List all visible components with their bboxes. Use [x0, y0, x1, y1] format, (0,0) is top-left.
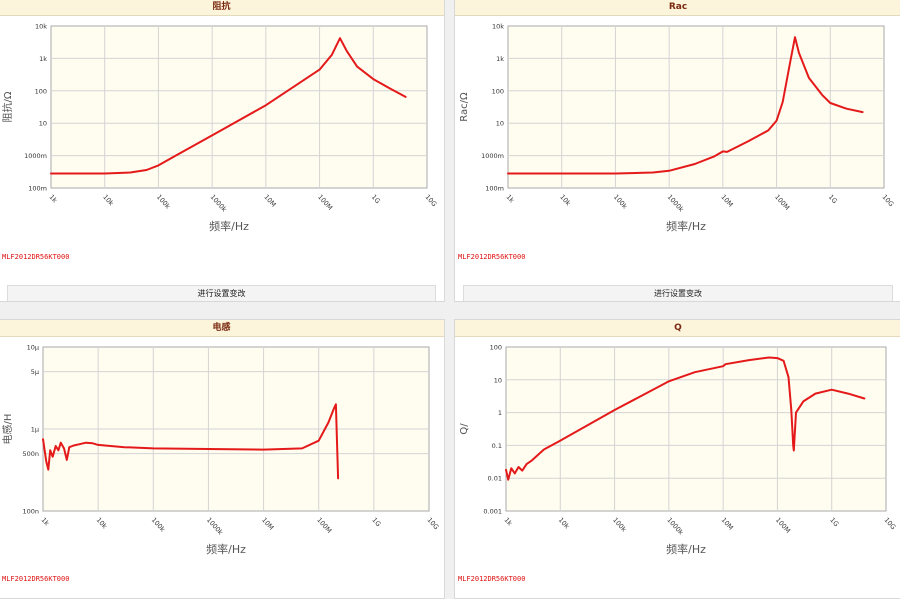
- x-tick-label: 1k: [48, 193, 59, 204]
- y-tick-label: 100n: [22, 508, 39, 516]
- x-tick-label: 1G: [370, 516, 382, 528]
- rac-chart: 1k 10k 100k 1000k 10M 100M 1G 10G 100m 1000m 10 100…: [459, 23, 896, 234]
- x-tick-label: 10G: [426, 516, 441, 531]
- q-panel: Q 1k 10k 100k 1000k 10M 100M 1G 10G 0.001 0.01 0.1…: [454, 319, 900, 599]
- series-line: [507, 36, 864, 175]
- x-tick-label: 100k: [612, 193, 629, 211]
- x-axis-label: 频率/Hz: [666, 219, 706, 233]
- x-tick-label: 100M: [773, 193, 791, 212]
- x-tick-label: 1G: [828, 516, 840, 528]
- y-tick-label: 1000m: [24, 152, 47, 160]
- y-tick-label: 1μ: [31, 426, 39, 434]
- y-axis-label: Rac/Ω: [459, 92, 470, 122]
- y-axis-label: 阻抗/Ω: [1, 91, 14, 122]
- y-tick-label: 100: [35, 87, 47, 95]
- y-tick-label: 100m: [28, 185, 47, 193]
- x-tick-label: 1G: [370, 193, 382, 205]
- x-tick-label: 10G: [881, 193, 896, 208]
- x-tick-label: 100M: [774, 516, 792, 535]
- series-line: [505, 356, 866, 481]
- y-tick-label: 5μ: [31, 368, 39, 376]
- panel-header: 电感: [0, 320, 444, 337]
- y-tick-label: 500n: [22, 450, 39, 458]
- x-tick-label: 1G: [827, 193, 839, 205]
- x-tick-label: 1000k: [209, 193, 229, 214]
- y-tick-label: 10: [39, 120, 47, 128]
- x-tick-label: 10k: [558, 193, 572, 207]
- panel-header: Rac: [455, 0, 900, 16]
- part-number: MLF2012DR56KT000: [458, 575, 526, 583]
- y-tick-label: 10: [494, 376, 502, 384]
- y-tick-label: 10μ: [27, 344, 39, 352]
- impedance-panel: 阻抗 1k 10k 100k 1000k 10M 100M 1G 10G 100m 1000m 10…: [0, 0, 445, 302]
- y-tick-label: 100: [490, 344, 502, 352]
- panel-header: Q: [455, 320, 900, 337]
- y-axis-label: Q/: [459, 423, 470, 435]
- x-tick-label: 100M: [315, 516, 333, 535]
- x-tick-label: 10k: [557, 516, 571, 530]
- y-tick-label: 1000m: [481, 152, 504, 160]
- x-tick-label: 1k: [505, 193, 516, 204]
- x-tick-label: 10G: [883, 516, 898, 531]
- x-tick-label: 100k: [611, 516, 628, 534]
- x-tick-label: 10k: [95, 516, 109, 530]
- panel-header: 阻抗: [0, 0, 444, 16]
- plot-area: [50, 25, 428, 189]
- y-tick-label: 1: [498, 409, 502, 417]
- y-tick-label: 10k: [35, 23, 47, 31]
- part-number: MLF2012DR56KT000: [458, 253, 526, 261]
- x-tick-label: 100M: [316, 193, 334, 212]
- y-tick-label: 0.001: [483, 508, 502, 516]
- y-tick-label: 10k: [492, 23, 504, 31]
- series-line: [50, 37, 407, 175]
- y-axis-label: 电感/H: [1, 414, 14, 445]
- y-tick-label: 10: [496, 120, 504, 128]
- inductance-panel: 电感 1k 10k 100k 1000k 10M 100M 1G 10G 100n 500n 1μ 5…: [0, 319, 445, 599]
- rac-panel: Rac 1k 10k 100k 1000k 10M 100M 1G 10G 100m 1000m 1…: [454, 0, 900, 302]
- plot-area: [505, 346, 887, 512]
- y-tick-label: 100m: [485, 185, 504, 193]
- x-axis-label: 频率/Hz: [206, 542, 246, 556]
- settings-change-button[interactable]: 进行设置变改: [7, 285, 436, 301]
- x-tick-label: 1000k: [666, 193, 686, 214]
- y-tick-label: 1k: [496, 55, 504, 63]
- part-number: MLF2012DR56KT000: [2, 253, 70, 261]
- x-tick-label: 100k: [155, 193, 172, 211]
- x-tick-label: 10M: [260, 516, 275, 532]
- part-number: MLF2012DR56KT000: [2, 575, 70, 583]
- x-tick-label: 1k: [503, 516, 514, 527]
- series-line: [42, 403, 340, 480]
- settings-change-button[interactable]: 进行设置变改: [463, 285, 893, 301]
- x-tick-label: 10M: [262, 193, 277, 209]
- x-tick-label: 10G: [424, 193, 439, 208]
- x-axis-label: 频率/Hz: [209, 219, 249, 233]
- x-axis-label: 频率/Hz: [666, 542, 706, 556]
- x-tick-label: 10k: [101, 193, 115, 207]
- x-tick-label: 1k: [40, 516, 51, 527]
- x-tick-label: 1000k: [665, 516, 685, 537]
- x-tick-label: 100k: [150, 516, 167, 534]
- y-tick-label: 0.1: [492, 442, 502, 450]
- y-tick-label: 0.01: [488, 475, 502, 483]
- plot-area: [507, 25, 885, 189]
- y-tick-label: 100: [492, 87, 504, 95]
- y-tick-label: 1k: [39, 55, 47, 63]
- q-chart: 1k 10k 100k 1000k 10M 100M 1G 10G 0.001 0.01 0.1 1 1…: [459, 344, 898, 557]
- x-tick-label: 10M: [720, 516, 735, 532]
- impedance-chart: 1k 10k 100k 1000k 10M 100M 1G 10G 100m 1000m 10 100…: [1, 23, 439, 234]
- inductance-chart: 1k 10k 100k 1000k 10M 100M 1G 10G 100n 500n 1μ 5μ 10…: [1, 344, 441, 557]
- x-tick-label: 1000k: [205, 516, 225, 537]
- x-tick-label: 10M: [719, 193, 734, 209]
